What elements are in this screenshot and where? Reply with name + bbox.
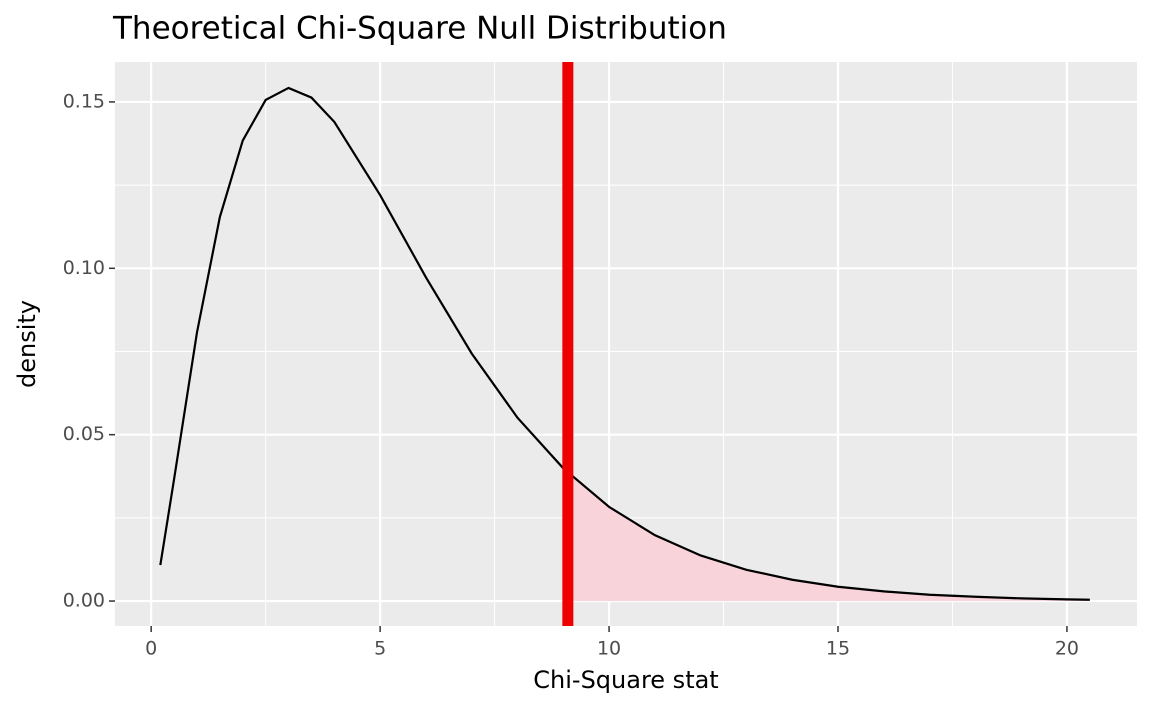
x-tick-label: 5 <box>374 638 386 660</box>
chart-title: Theoretical Chi-Square Null Distribution <box>112 11 727 47</box>
y-tick-label: 0.05 <box>63 423 105 445</box>
x-axis-title: Chi-Square stat <box>533 666 718 694</box>
y-axis-title: density <box>13 300 41 388</box>
y-tick-label: 0.15 <box>63 90 105 112</box>
x-tick-label: 10 <box>597 638 621 660</box>
density-line <box>159 86 1090 601</box>
y-tick-label: 0.10 <box>63 257 105 279</box>
x-tick-label: 15 <box>826 638 850 660</box>
shaded-area <box>567 472 1090 602</box>
x-tick-label: 20 <box>1055 638 1079 660</box>
y-tick-label: 0.00 <box>63 590 105 612</box>
x-tick-label: 0 <box>145 638 157 660</box>
